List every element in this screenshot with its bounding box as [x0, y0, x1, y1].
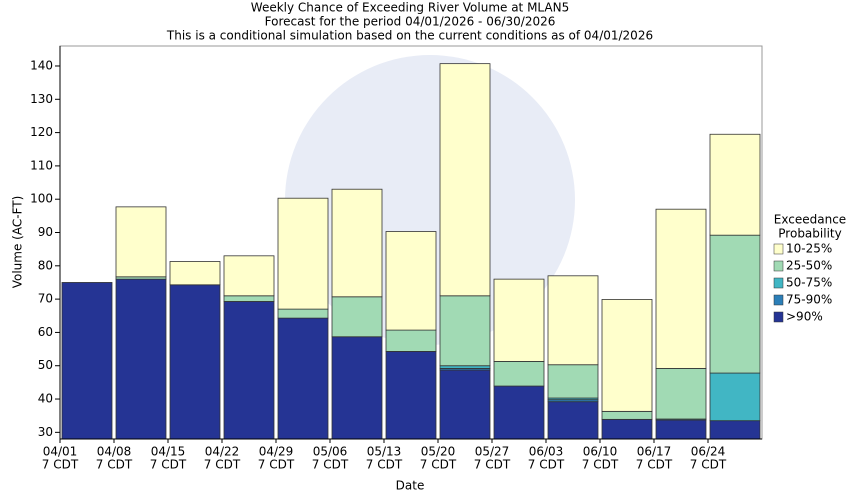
x-tick-sublabel: 7 CDT [204, 458, 241, 472]
bar-segment [601, 299, 653, 412]
bar-segment [709, 234, 761, 374]
x-tick-label: 06/24 [691, 445, 726, 459]
y-tick-label: 110 [30, 158, 53, 172]
x-tick-label: 04/15 [151, 445, 186, 459]
bar-segment [709, 133, 761, 236]
bar-segment [331, 188, 383, 298]
x-tick-label: 04/08 [97, 445, 132, 459]
y-tick-label: 90 [38, 225, 53, 239]
bar-segment [169, 261, 221, 286]
legend-swatch [773, 243, 784, 255]
legend-swatch [773, 294, 784, 306]
legend-swatch [773, 311, 784, 323]
legend-title: Probability [778, 227, 841, 241]
bar-segment [385, 231, 437, 331]
x-tick-sublabel: 7 CDT [258, 458, 295, 472]
x-tick-label: 05/20 [421, 445, 456, 459]
x-tick-label: 05/27 [475, 445, 510, 459]
x-tick-sublabel: 7 CDT [312, 458, 349, 472]
bar-segment [547, 275, 599, 366]
x-tick-sublabel: 7 CDT [582, 458, 619, 472]
legend-swatch [773, 260, 784, 272]
bar-segment [547, 364, 599, 399]
x-tick-sublabel: 7 CDT [636, 458, 673, 472]
legend-label: 75-90% [786, 293, 832, 307]
legend-label: 10-25% [786, 242, 832, 256]
y-tick-label: 80 [38, 258, 53, 272]
bar-segment [655, 208, 707, 369]
y-axis-label: Volume (AC-FT) [11, 196, 25, 289]
x-tick-label: 06/17 [637, 445, 672, 459]
legend-label: >90% [786, 310, 823, 324]
y-tick-label: 50 [38, 358, 53, 372]
y-tick-label: 60 [38, 325, 53, 339]
x-tick-label: 04/01 [43, 445, 78, 459]
y-tick-label: 120 [30, 125, 53, 139]
bar-segment [655, 419, 707, 440]
bar-segment [277, 197, 329, 310]
bar-segment [709, 372, 761, 422]
x-tick-sublabel: 7 CDT [366, 458, 403, 472]
y-tick-label: 70 [38, 292, 53, 306]
bar-segment [223, 301, 275, 440]
bar-segment [331, 296, 383, 338]
legend-title: Exceedance [774, 213, 846, 227]
bar-segment [655, 367, 707, 420]
bar-segment [277, 317, 329, 440]
chart-subtitle: Forecast for the period 04/01/2026 - 06/… [265, 15, 556, 29]
y-tick-label: 140 [30, 58, 53, 72]
bar-segment [331, 336, 383, 440]
x-tick-label: 05/13 [367, 445, 402, 459]
bar-segment [61, 282, 113, 440]
chart-title: Weekly Chance of Exceeding River Volume … [251, 1, 569, 15]
x-tick-sublabel: 7 CDT [690, 458, 727, 472]
bar-segment [385, 329, 437, 352]
bar-segment [439, 369, 491, 440]
legend-label: 25-50% [786, 259, 832, 273]
bar-segment [493, 360, 545, 387]
x-tick-label: 06/03 [529, 445, 564, 459]
bar-segment [115, 206, 167, 278]
bar-segment [439, 295, 491, 367]
bar-segment [385, 351, 437, 440]
x-tick-label: 05/06 [313, 445, 348, 459]
y-tick-label: 130 [30, 92, 53, 106]
x-tick-label: 06/10 [583, 445, 618, 459]
x-tick-sublabel: 7 CDT [150, 458, 187, 472]
bar-segment [277, 308, 329, 319]
bar-segment [601, 418, 653, 440]
bar-segment [169, 284, 221, 440]
y-tick-label: 40 [38, 392, 53, 406]
x-axis-label: Date [396, 479, 425, 493]
bar-segment [547, 401, 599, 440]
x-tick-sublabel: 7 CDT [42, 458, 79, 472]
bar-segment [223, 295, 275, 302]
bar-segment [115, 278, 167, 440]
x-tick-sublabel: 7 CDT [420, 458, 457, 472]
chart-note: This is a conditional simulation based o… [166, 29, 653, 43]
x-tick-label: 04/29 [259, 445, 294, 459]
legend-label: 50-75% [786, 276, 832, 290]
x-tick-sublabel: 7 CDT [528, 458, 565, 472]
bar-segment [439, 63, 491, 297]
bar-segment [709, 420, 761, 440]
y-tick-label: 100 [30, 192, 53, 206]
bar-segment [601, 410, 653, 420]
bar-segment [493, 385, 545, 440]
x-tick-sublabel: 7 CDT [96, 458, 133, 472]
bar-segment [493, 278, 545, 362]
x-tick-label: 04/22 [205, 445, 240, 459]
legend-swatch [773, 277, 784, 289]
x-tick-sublabel: 7 CDT [474, 458, 511, 472]
bar-segment [223, 255, 275, 297]
y-tick-label: 30 [38, 425, 53, 439]
